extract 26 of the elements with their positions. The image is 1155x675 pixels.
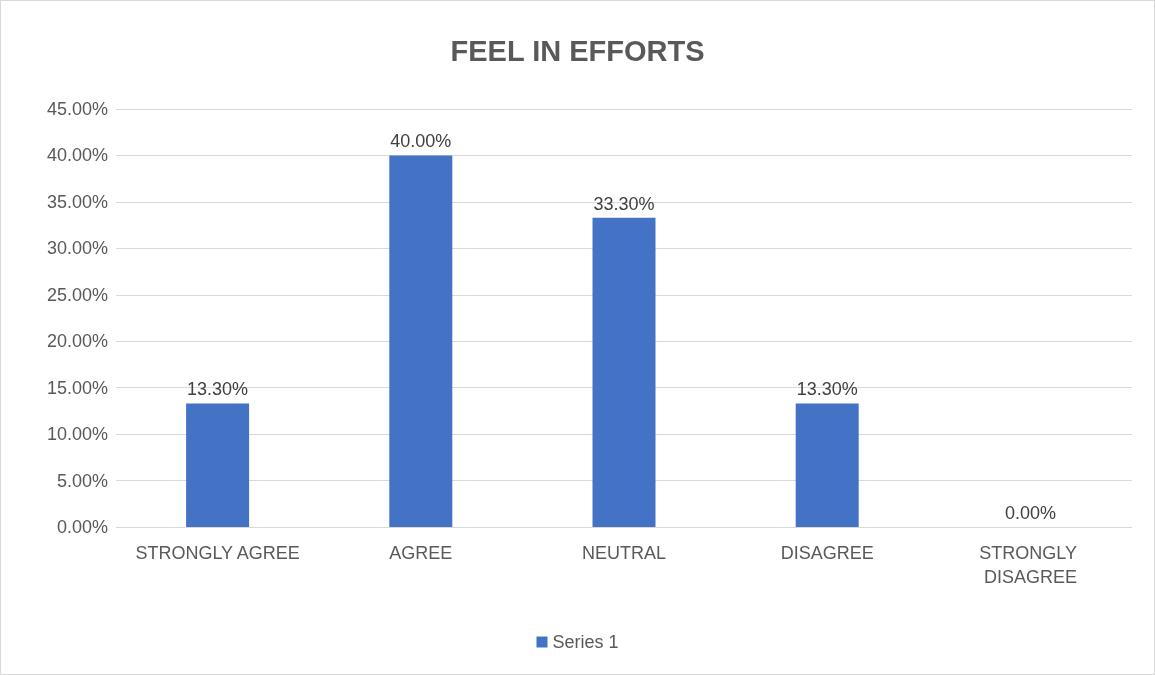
x-tick-label: NEUTRAL [581, 543, 667, 563]
x-tick-label: STRONGLY AGREE [135, 543, 300, 563]
y-tick-label: 15.00% [46, 377, 108, 398]
bar [389, 155, 453, 527]
data-label: 0.00% [1004, 503, 1056, 523]
y-tick-label: 30.00% [46, 238, 108, 259]
x-tick-label: AGREE [389, 543, 453, 563]
data-label: 33.30% [593, 193, 655, 214]
y-tick-label: 10.00% [46, 424, 108, 445]
y-tick-label: 40.00% [46, 145, 108, 166]
x-tick-label: STRONGLY DISAGREE [979, 543, 1082, 587]
legend-label: Series 1 [552, 632, 619, 652]
data-label: 13.30% [187, 379, 249, 400]
x-tick-label: DISAGREE [780, 543, 874, 563]
chart-title: FEEL IN EFFORTS [450, 34, 705, 67]
y-tick-label: 0.00% [56, 517, 108, 537]
y-tick-label: 45.00% [46, 99, 108, 119]
y-tick-label: 20.00% [46, 331, 108, 352]
y-tick-label: 25.00% [46, 284, 108, 305]
data-label: 13.30% [796, 379, 858, 400]
bar [186, 403, 250, 527]
bar [795, 403, 859, 527]
y-tick-label: 5.00% [56, 470, 108, 491]
y-tick-label: 35.00% [46, 191, 108, 212]
bar [592, 217, 656, 527]
data-label: 40.00% [390, 131, 452, 152]
